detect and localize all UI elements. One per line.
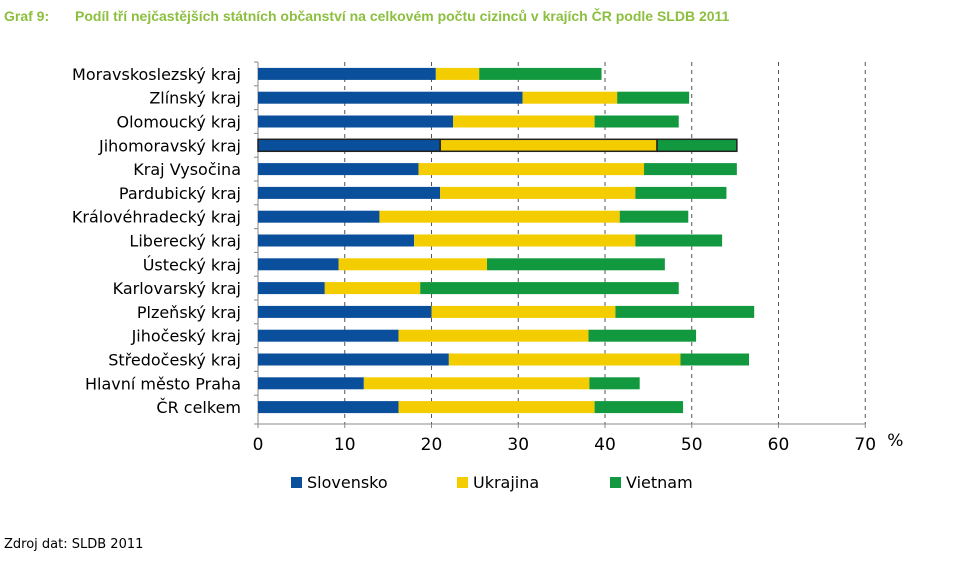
category-label: Liberecký kraj: [129, 232, 241, 251]
category-label: ČR celkem: [156, 398, 241, 417]
legend-item-slovensko: Slovensko: [291, 473, 388, 492]
category-label: Olomoucký kraj: [117, 113, 241, 132]
chart-title: Graf 9: Podíl tří nejčastějších státních …: [4, 8, 729, 24]
bar-segment-ukrajina: [398, 329, 589, 342]
bar-segment-ukrajina: [398, 401, 595, 414]
x-tick-label-60: 60: [768, 435, 790, 455]
bar-segment-ukrajina: [431, 305, 616, 318]
bar-segment-ukrajina: [439, 138, 658, 153]
bar-segment-slovensko: [258, 258, 339, 271]
bar-segment-slovensko: [258, 377, 364, 390]
chart-title-text: Podíl tří nejčastějších státních občanst…: [75, 8, 730, 24]
bar-segment-vietnam: [589, 377, 640, 390]
bar-segment-slovensko: [257, 138, 441, 153]
bar-segment-slovensko: [258, 67, 436, 80]
legend-item-vietnam: Vietnam: [610, 473, 693, 492]
bar-segment-vietnam: [635, 186, 727, 199]
legend-label-vietnam: Vietnam: [626, 473, 693, 492]
bar-segment-vietnam: [420, 282, 679, 295]
bar-segment-vietnam: [487, 258, 665, 271]
legend-swatch-slovensko: [291, 477, 302, 488]
bar-segment-slovensko: [258, 305, 432, 318]
x-tick-label-10: 10: [334, 435, 356, 455]
bar-segment-slovensko: [258, 401, 399, 414]
x-tick-label-30: 30: [507, 435, 529, 455]
bar-segment-ukrajina: [435, 67, 480, 80]
x-tick-label-0: 0: [253, 435, 264, 455]
category-label: Karlovarský kraj: [113, 279, 241, 298]
bar-segment-ukrajina: [522, 91, 618, 104]
legend-swatch-ukrajina: [457, 477, 468, 488]
bar-segment-vietnam: [588, 329, 697, 342]
bar-segment-ukrajina: [453, 115, 595, 128]
category-label: Ústecký kraj: [143, 255, 241, 274]
bar-segment-slovensko: [258, 282, 325, 295]
bar-segment-slovensko: [258, 329, 399, 342]
bar-segment-vietnam: [617, 91, 690, 104]
category-label: Moravskoslezský kraj: [72, 65, 241, 84]
bar-segment-ukrajina: [379, 210, 620, 223]
legend-swatch-vietnam: [610, 477, 621, 488]
x-tick-label-40: 40: [594, 435, 616, 455]
bar-segment-slovensko: [258, 91, 523, 104]
bar-segment-vietnam: [656, 138, 738, 153]
x-tick-label-20: 20: [421, 435, 443, 455]
source-note: Zdroj dat: SLDB 2011: [4, 537, 144, 552]
stacked-bar-chart: 0 10 20 30 40 50 60 70 % Moravskoslezský kraj Zlín…: [72, 61, 903, 455]
category-label: Plzeňský kraj: [137, 303, 241, 322]
bar-segment-slovensko: [258, 210, 380, 223]
bar-segment-slovensko: [258, 163, 419, 176]
legend-label-ukrajina: Ukrajina: [473, 473, 540, 492]
x-tick-label-70: 70: [854, 435, 876, 455]
bar-segment-slovensko: [258, 115, 454, 128]
category-label: Královéhradecký kraj: [72, 208, 241, 227]
bar-segment-vietnam: [615, 305, 755, 318]
bar-segment-vietnam: [479, 67, 602, 80]
legend-label-slovensko: Slovensko: [307, 473, 388, 492]
bar-segment-ukrajina: [363, 377, 590, 390]
category-label: Pardubický kraj: [119, 184, 241, 203]
bar-segment-vietnam: [644, 163, 737, 176]
bar-segment-vietnam: [594, 401, 684, 414]
x-tick-label-50: 50: [681, 435, 703, 455]
category-label: Kraj Vysočina: [133, 160, 241, 179]
bar-segment-ukrajina: [414, 234, 636, 247]
x-unit-label: %: [887, 431, 903, 451]
bar-segment-ukrajina: [448, 353, 681, 366]
chart-number: Graf 9:: [4, 8, 50, 24]
bar-segment-ukrajina: [418, 163, 645, 176]
bar-segment-slovensko: [258, 353, 449, 366]
bar-segment-vietnam: [680, 353, 750, 366]
bar-segment-vietnam: [619, 210, 689, 223]
category-label: Zlínský kraj: [149, 89, 241, 108]
category-label: Středočeský kraj: [108, 351, 241, 370]
bar-segment-slovensko: [258, 234, 415, 247]
bar-segment-ukrajina: [440, 186, 636, 199]
category-label: Jihomoravský kraj: [98, 136, 241, 155]
bar-segment-ukrajina: [338, 258, 488, 271]
legend-item-ukrajina: Ukrajina: [457, 473, 539, 492]
bar-segment-vietnam: [635, 234, 723, 247]
category-label: Jihočeský kraj: [131, 327, 241, 346]
bar-segment-slovensko: [258, 186, 441, 199]
bar-segment-vietnam: [594, 115, 679, 128]
category-label: Hlavní město Praha: [85, 374, 241, 393]
bar-segment-ukrajina: [324, 282, 421, 295]
